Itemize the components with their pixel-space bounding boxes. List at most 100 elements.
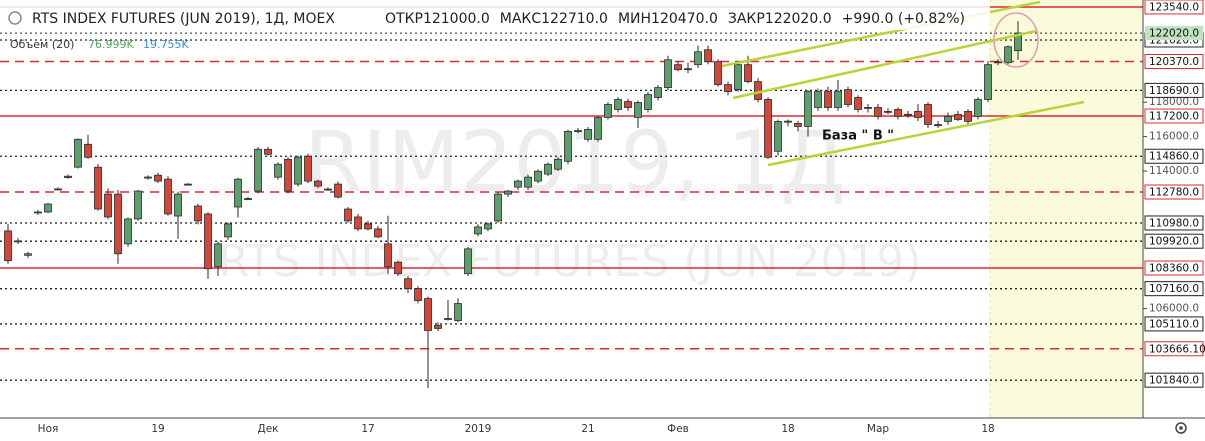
level-label-box (1144, 372, 1204, 388)
level-label: 114860.0 (1149, 151, 1199, 163)
candle-body (284, 158, 292, 192)
last-price-label: 122020.0 (1149, 28, 1199, 40)
candle-body (824, 91, 832, 108)
candle-body (984, 64, 992, 100)
candle-body (394, 261, 402, 275)
level-label-box (1144, 184, 1204, 200)
candle-body (814, 91, 822, 108)
candle-body (994, 61, 1002, 64)
candle-body (294, 156, 302, 185)
candle-body (234, 178, 242, 208)
candle-body (384, 243, 392, 268)
candle-body (54, 188, 62, 191)
axis: 118000.0 116000.0 114000.0 106000.0 123540.0… (38, 0, 1205, 435)
header-change: +990.0 (+0.82%) (842, 11, 965, 27)
volume-value: 76.999K (88, 38, 134, 51)
level-label: 120370.0 (1149, 56, 1199, 68)
candle-body (224, 223, 232, 238)
candle-body (684, 68, 692, 71)
x-tick-label: Мар (867, 423, 889, 435)
highlight-circle (993, 12, 1039, 68)
level-label-box (1144, 281, 1204, 297)
candle-body (324, 188, 332, 191)
candle-body (314, 180, 322, 187)
candle-body (784, 120, 792, 123)
candle-body (664, 59, 672, 89)
candle-body (434, 325, 442, 329)
header-bg (0, 4, 990, 30)
candle-body (44, 203, 52, 213)
level-label-box (1144, 82, 1204, 98)
candle-body (924, 104, 932, 125)
candle-body (64, 175, 72, 178)
trend-line (767, 100, 1085, 167)
candle-body (734, 64, 742, 91)
x-tick-label: Фев (667, 423, 689, 435)
x-tick-label: 18 (781, 423, 794, 435)
level-label-box (1144, 148, 1204, 164)
candle-body (464, 248, 472, 275)
candle-body (704, 49, 712, 63)
annotation: База " В " (822, 129, 894, 144)
candle-body (504, 190, 512, 195)
candle-body (214, 243, 222, 268)
x-tick-label: 19 (151, 423, 164, 435)
watermark: RIM2019, 1Д (304, 113, 846, 211)
level-label: 123540.0 (1149, 1, 1199, 13)
candle-body (934, 124, 942, 127)
candle-body (554, 158, 562, 170)
candle-body (654, 87, 662, 98)
header-label: МИН (618, 11, 651, 27)
candle-body (974, 99, 982, 117)
candle-body (764, 99, 772, 158)
level-label-box (1144, 316, 1204, 332)
candle-body (114, 193, 122, 255)
y-tick-label: 106000.0 (1149, 303, 1199, 315)
candle-body (514, 180, 522, 188)
candle-body (474, 226, 482, 235)
candle-body (4, 230, 12, 262)
highlight-zone (990, 0, 1143, 418)
header-label: МАКС (500, 11, 542, 27)
trend-line (732, 29, 1037, 100)
candle-body (964, 111, 972, 122)
candle-body (364, 223, 372, 230)
level-label-box (1144, 341, 1204, 357)
y-tick-label: 118000.0 (1149, 96, 1199, 108)
candle-body (204, 213, 212, 270)
candle-body (274, 163, 282, 178)
candle-body (344, 208, 352, 222)
level-label: 105110.0 (1149, 318, 1199, 330)
candle-body (374, 228, 382, 238)
candle-body (774, 121, 782, 152)
header-value: 122710.0 (541, 11, 608, 27)
x-tick-label: 21 (581, 423, 594, 435)
candle-body (544, 163, 552, 175)
candle-body (134, 190, 142, 220)
candle-body (94, 166, 102, 210)
candle-body (644, 94, 652, 110)
candle-body (854, 97, 862, 110)
candle-body (194, 205, 202, 222)
x-tick-label: 2019 (465, 423, 492, 435)
candle-body (584, 129, 592, 140)
candle-body (334, 183, 342, 198)
candle-body (594, 117, 602, 140)
candle-body (424, 298, 432, 331)
level-label: 110980.0 (1149, 217, 1199, 229)
chart-title: RTS INDEX FUTURES (JUN 2019), 1Д, MOEX (32, 11, 335, 27)
y-tick-label: 114000.0 (1149, 165, 1199, 177)
settings-gear[interactable] (1175, 422, 1187, 434)
candle-body (264, 148, 272, 155)
candle-body (564, 130, 572, 162)
candle-body (14, 240, 22, 243)
candle-body (154, 174, 162, 182)
y-tick-label: 116000.0 (1149, 131, 1199, 143)
settings-icon[interactable] (1175, 422, 1187, 434)
candle-body (614, 99, 622, 110)
x-tick-label: Ноя (38, 423, 59, 435)
candle-body (604, 104, 612, 118)
candle-body (944, 116, 952, 122)
settings-gear-center[interactable] (1179, 426, 1183, 430)
